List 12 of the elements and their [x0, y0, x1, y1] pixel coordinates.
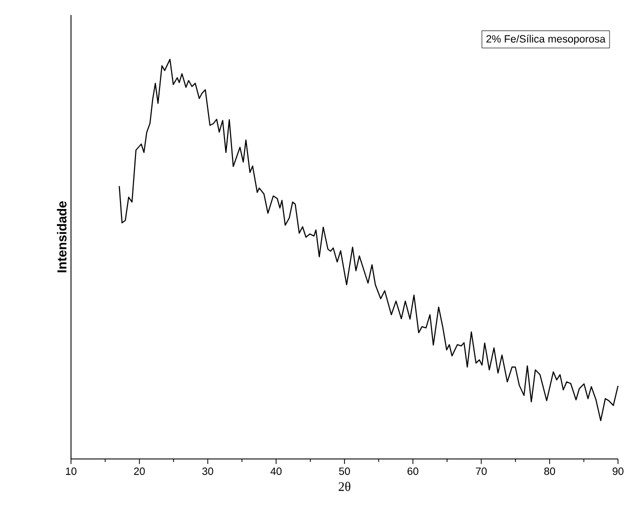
x-tick-label: 20 — [134, 468, 145, 475]
x-tick-label: 30 — [202, 468, 214, 475]
y-axis-title: Intensidade — [56, 201, 66, 272]
x-tick-label: 50 — [339, 468, 350, 475]
x-tick-label: 90 — [612, 468, 624, 475]
x-tick-label: 60 — [408, 468, 418, 475]
x-tick-label: 70 — [476, 468, 487, 475]
text: 2% Fe/Sílica mesoporosa — [486, 34, 606, 45]
x-tick-label: 10 — [66, 468, 76, 475]
x-tick-label: 80 — [544, 468, 556, 475]
x-tick-label: 40 — [270, 468, 282, 475]
x-axis-title: 2θ — [338, 482, 350, 491]
